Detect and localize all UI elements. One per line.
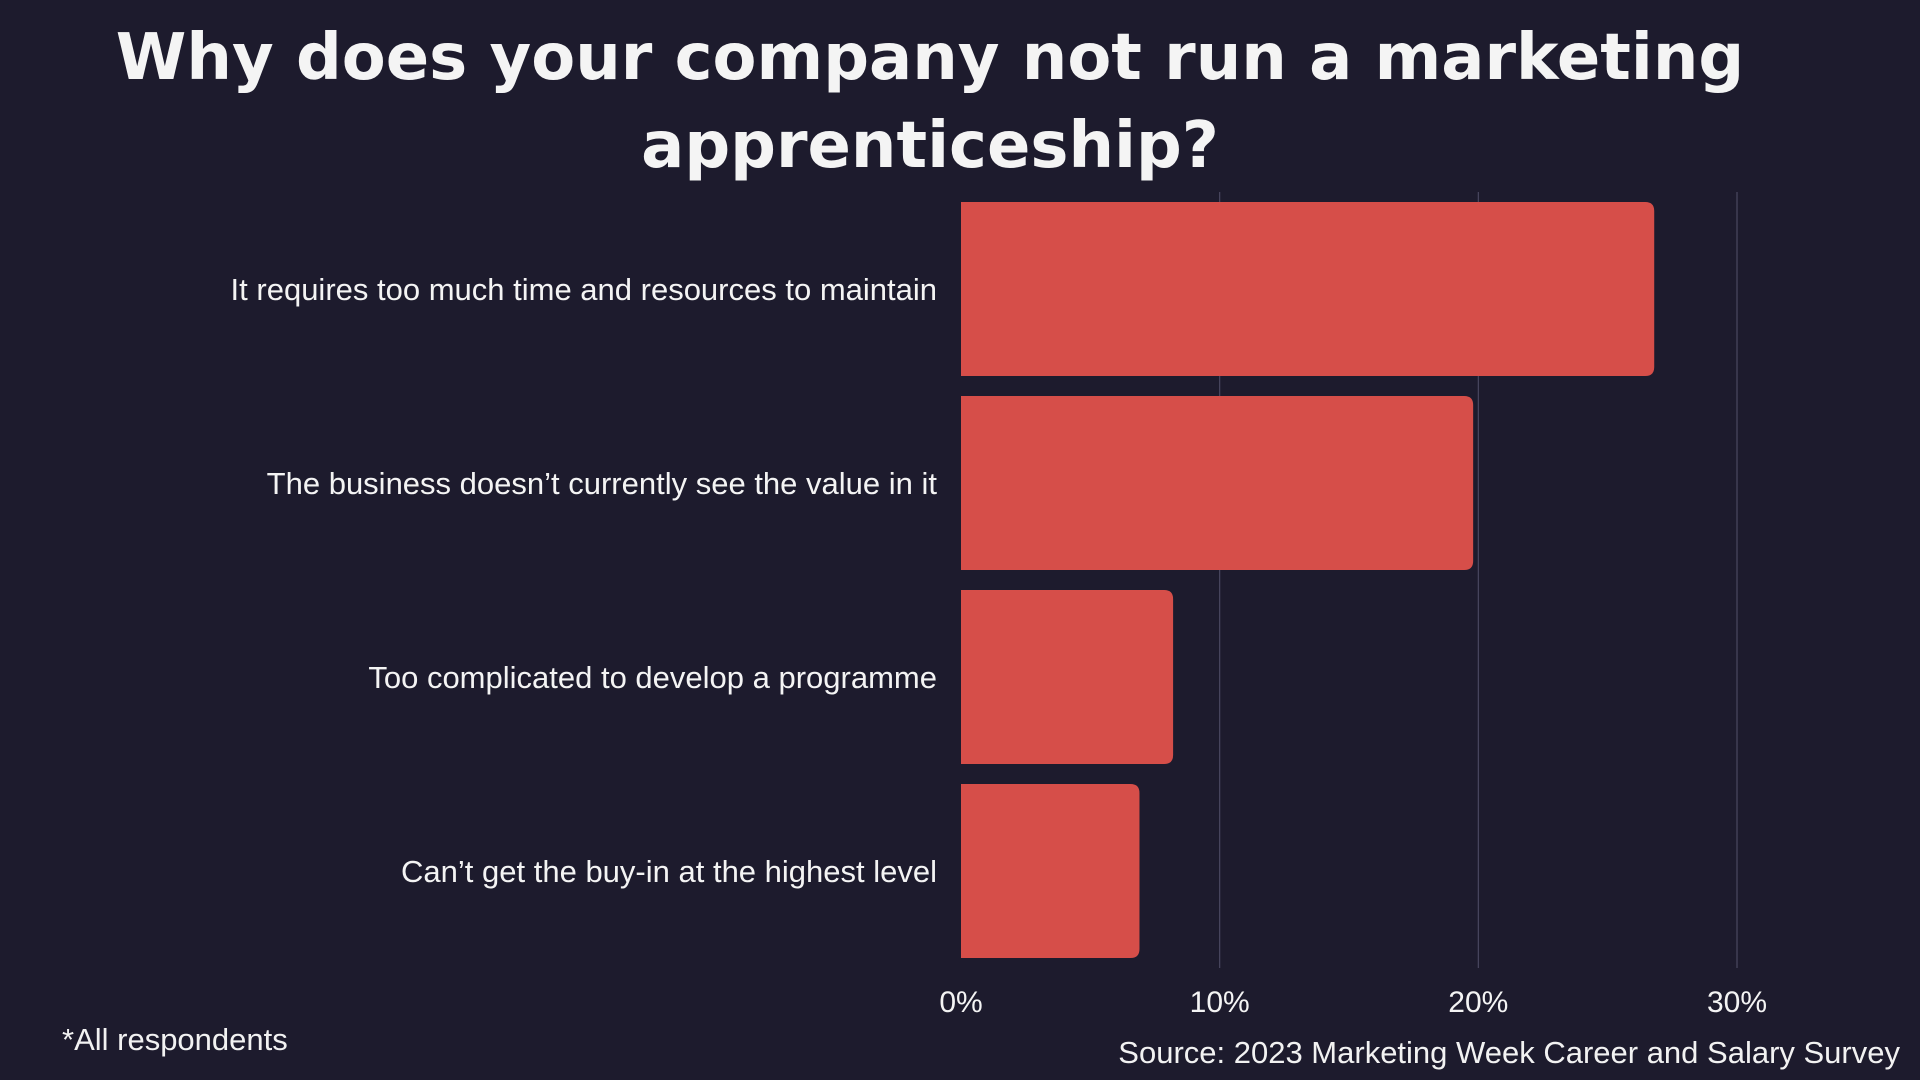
- x-tick-label: 20%: [1448, 986, 1508, 1019]
- bar: [961, 590, 1174, 764]
- category-labels: It requires too much time and resources …: [231, 272, 938, 889]
- bar: [961, 396, 1474, 570]
- footnote: *All respondents: [62, 1022, 288, 1057]
- bars: [961, 202, 1655, 958]
- category-label: Can’t get the buy-in at the highest leve…: [401, 854, 937, 889]
- source-credit: Source: 2023 Marketing Week Career and S…: [1118, 1035, 1900, 1070]
- category-label: Too complicated to develop a programme: [368, 660, 937, 695]
- bar: [961, 202, 1655, 376]
- chart-title: Why does your company not run a marketin…: [115, 21, 1745, 183]
- x-axis-tick-labels: 0% 10% 20% 30%: [939, 986, 1767, 1019]
- bar: [961, 784, 1140, 958]
- category-label: The business doesn’t currently see the v…: [267, 466, 938, 501]
- category-label: It requires too much time and resources …: [231, 272, 937, 307]
- x-tick-label: 0%: [939, 986, 982, 1019]
- x-tick-label: 30%: [1707, 986, 1767, 1019]
- x-tick-label: 10%: [1190, 986, 1250, 1019]
